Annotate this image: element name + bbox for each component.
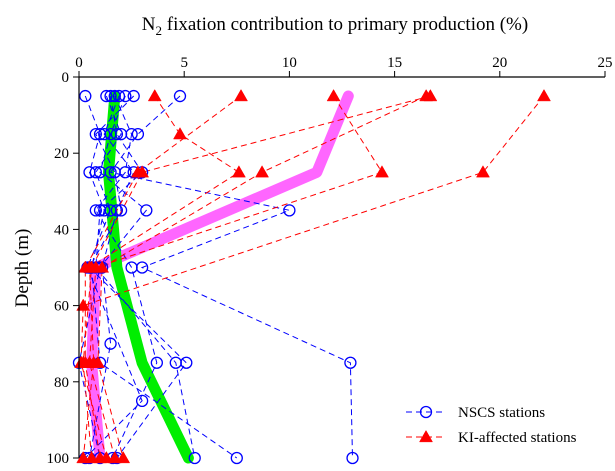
ki-point-8-0 — [147, 89, 162, 102]
ki-point-11-2 — [95, 260, 110, 273]
nscs-point-1-3 — [283, 204, 296, 217]
nscs-point-3-2 — [93, 166, 107, 179]
ki-point-13-2 — [76, 298, 91, 311]
y-axis-label: Depth (m) — [12, 229, 33, 308]
nscs-point-1-5 — [344, 356, 357, 369]
ki-point-11-1 — [255, 165, 269, 178]
ki-point-8-5 — [76, 450, 91, 464]
x-axis-label: N2 fixation contribution to primary prod… — [142, 14, 528, 38]
trend_nscs-line — [103, 90, 194, 464]
nscs-point-3-3 — [140, 204, 153, 217]
ki-point-13-0 — [537, 89, 551, 102]
nscs-point-7-1 — [98, 127, 111, 141]
nscs-series-line-5 — [88, 95, 187, 459]
nscs-point-2-1 — [110, 127, 124, 141]
y-tick-label-2: 40 — [54, 222, 69, 238]
nscs-point-0-0 — [79, 89, 92, 103]
nscs-point-0-3 — [98, 204, 111, 217]
ki-point-13-4 — [99, 450, 114, 464]
legend-marker-1 — [419, 429, 433, 443]
nscs-series-line-6 — [84, 95, 143, 459]
nscs-point-6-3 — [104, 204, 117, 217]
legend-label-1: KI-affected stations — [458, 430, 577, 446]
nscs-point-5-1 — [89, 127, 102, 141]
ki-point-12-4 — [84, 450, 99, 464]
nscs-series-line-1 — [109, 95, 353, 459]
ki-point-9-0 — [234, 89, 248, 102]
nscs-point-0-6 — [230, 451, 243, 465]
axes-layer: 0 5 10 15 20 25 0 20 40 60 80 100 — [47, 55, 613, 467]
nscs-point-1-1 — [131, 127, 145, 141]
nscs-point-7-3 — [110, 204, 124, 217]
ki-point-10-1 — [375, 165, 389, 178]
y-tick-label-0: 0 — [62, 70, 70, 86]
nscs-point-7-5 — [104, 337, 117, 350]
legend-label-0: NSCS stations — [458, 405, 545, 421]
nscs-point-1-0 — [173, 89, 187, 103]
nscs-point-1-6 — [346, 451, 359, 465]
legend: NSCS stations KI-affected stations — [406, 405, 577, 446]
x-tick-label-3: 15 — [387, 55, 402, 71]
y-tick-label-3: 60 — [54, 299, 69, 315]
ki-series-line-12 — [82, 95, 431, 459]
ki-series-line-11 — [97, 95, 427, 459]
ki-point-8-1 — [173, 127, 187, 140]
ki-series-line-10 — [88, 95, 383, 459]
y-tick-label-4: 80 — [54, 375, 69, 391]
ki-point-8-2 — [231, 165, 246, 178]
x-tick-label-5: 25 — [598, 55, 613, 71]
legend-marker-0 — [419, 405, 433, 419]
nscs-point-4-4 — [125, 261, 138, 274]
nscs-series-line-2 — [95, 95, 196, 459]
y-tick-label-5: 100 — [47, 451, 70, 466]
x-tick-label-2: 10 — [282, 55, 297, 71]
ki-point-12-2 — [84, 260, 99, 273]
ki-series-line-13 — [80, 95, 545, 459]
nscs-series-line-4 — [95, 95, 158, 459]
ki-point-11-4 — [116, 450, 131, 464]
ki-series-line-8 — [82, 95, 240, 459]
nscs-point-5-0 — [127, 89, 140, 103]
nscs-point-6-0 — [100, 89, 113, 103]
x-tick-label-0: 0 — [75, 55, 83, 71]
nscs-point-6-1 — [114, 127, 128, 141]
trend_ki-line — [86, 90, 354, 464]
nscs-point-2-0 — [104, 89, 117, 103]
nscs-point-2-6 — [188, 451, 201, 465]
y-tick-label-1: 20 — [54, 146, 69, 162]
ki-series-line-9 — [84, 95, 242, 459]
nscs-point-5-2 — [108, 166, 121, 179]
nscs-point-4-5 — [150, 356, 163, 369]
ki-point-12-1 — [135, 165, 150, 178]
nscs-point-4-0 — [108, 89, 121, 103]
x-tick-label-1: 5 — [180, 55, 188, 71]
series-layer — [72, 89, 551, 465]
ki-point-12-0 — [423, 89, 438, 102]
ki-point-10-0 — [326, 89, 341, 102]
nscs-point-5-5 — [180, 356, 193, 369]
ki-point-11-3 — [91, 355, 105, 368]
ki-point-10-4 — [107, 450, 122, 464]
ki-point-13-1 — [476, 165, 490, 178]
nscs-point-7-0 — [112, 89, 126, 103]
nscs-point-6-2 — [89, 166, 102, 179]
nscs-point-4-3 — [89, 204, 102, 217]
x-tick-label-4: 20 — [492, 55, 507, 71]
nscs-point-6-5 — [135, 394, 149, 408]
ki-point-13-3 — [74, 355, 89, 368]
